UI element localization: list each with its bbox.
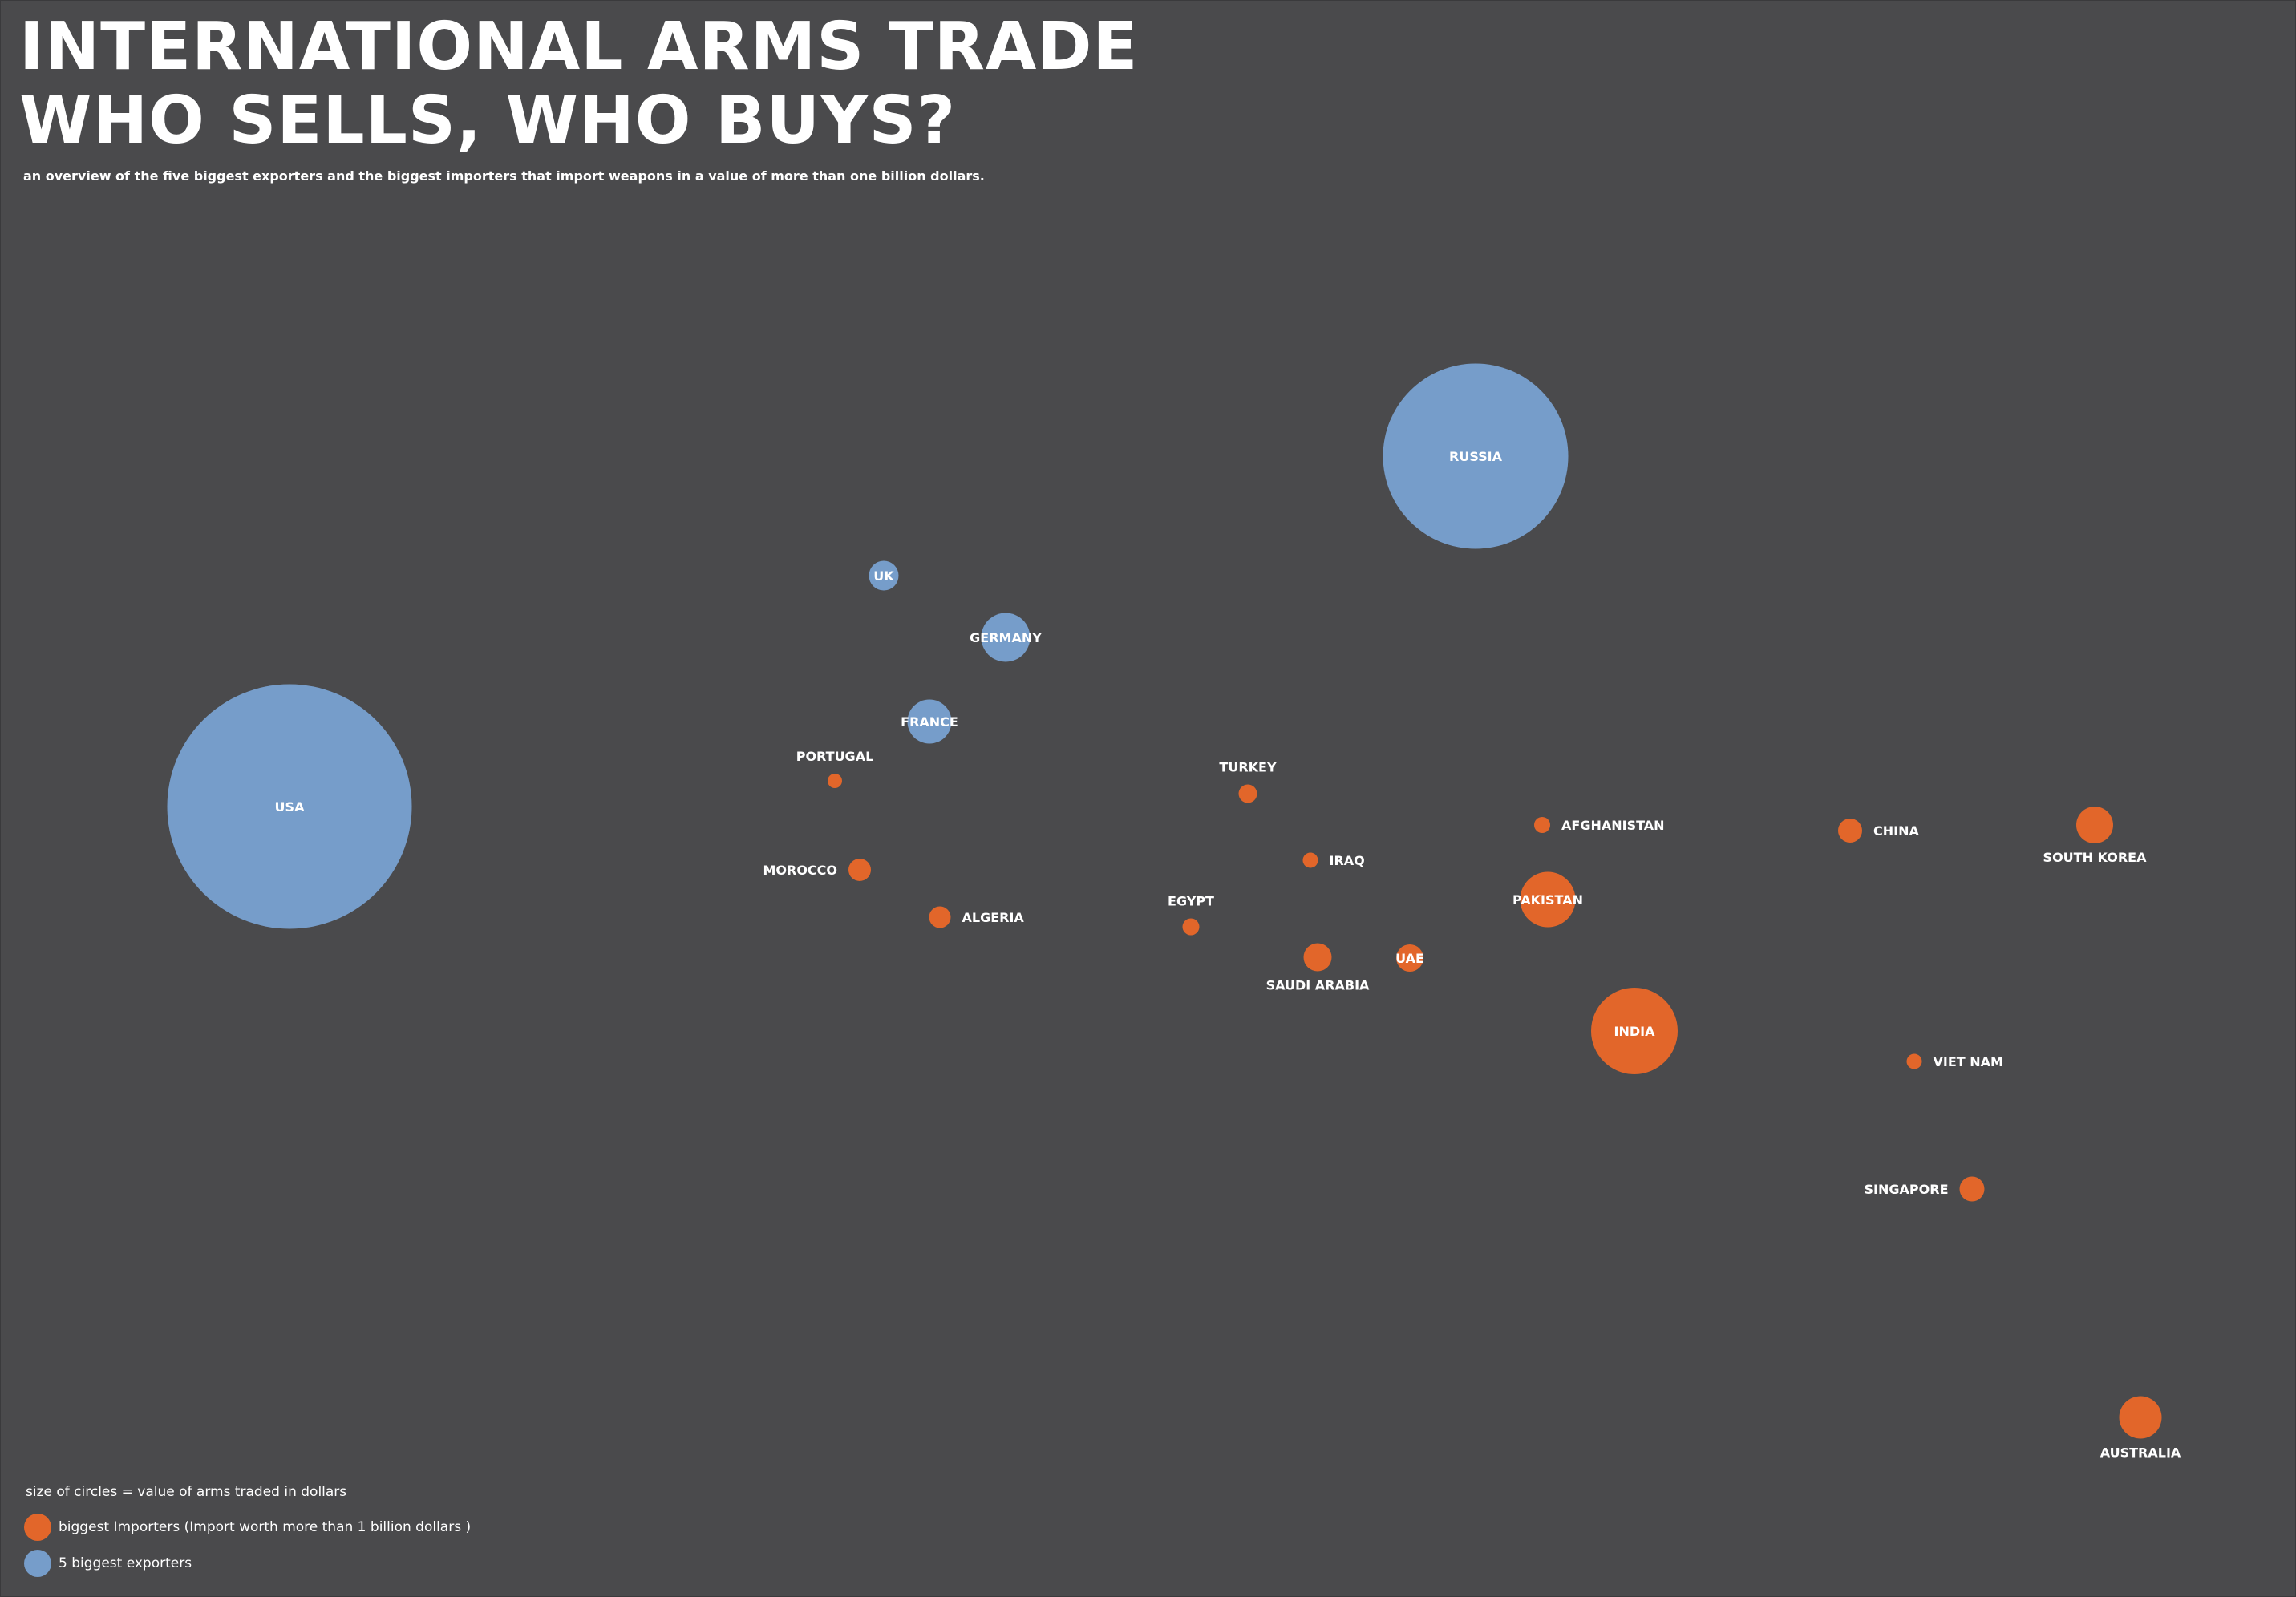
bubble-australia	[2119, 1396, 2162, 1439]
legend-importer-swatch	[24, 1514, 51, 1541]
bubble-label-australia: AUSTRALIA	[2100, 1445, 2181, 1461]
bubble-france	[907, 699, 952, 744]
bubble-uk	[869, 560, 899, 591]
bubble-label-turkey: TURKEY	[1219, 760, 1277, 775]
bubble-usa	[167, 684, 412, 929]
bubble-label-uk: UK	[873, 568, 894, 584]
bubble-germany	[981, 613, 1031, 662]
bubble-label-algeria: ALGERIA	[962, 910, 1025, 925]
subtitle: an overview of the five biggest exporter…	[23, 168, 985, 184]
bubble-label-uae: UAE	[1395, 951, 1424, 966]
bubble-label-afghanistan: AFGHANISTAN	[1561, 818, 1665, 833]
bubble-portugal	[828, 774, 842, 788]
bubble-south-korea	[2076, 807, 2113, 843]
bubble-label-singapore: SINGAPORE	[1865, 1182, 1949, 1197]
legend-exporter-label: 5 biggest exporters	[59, 1555, 192, 1571]
bubble-label-viet-nam: VIET NAM	[1934, 1054, 2003, 1069]
bubble-label-pakistan: PAKISTAN	[1512, 892, 1583, 908]
bubble-label-germany: GERMANY	[970, 630, 1042, 645]
bubble-label-iraq: IRAQ	[1330, 853, 1365, 868]
bubble-india	[1591, 988, 1678, 1074]
bubble-china	[1838, 819, 1862, 843]
bubble-iraq	[1302, 852, 1318, 868]
bubble-uae	[1396, 944, 1423, 972]
bubble-label-india: INDIA	[1614, 1024, 1656, 1039]
legend-size-note: size of circles = value of arms traded i…	[26, 1484, 347, 1500]
bubble-label-south-korea: SOUTH KOREA	[2043, 850, 2148, 865]
bubble-label-egypt: EGYPT	[1168, 894, 1214, 909]
bubble-algeria	[929, 906, 951, 928]
bubble-turkey	[1238, 784, 1257, 803]
bubble-morocco	[848, 859, 871, 881]
bubble-label-russia: RUSSIA	[1449, 449, 1503, 464]
title-line-2: WHO SELLS, WHO BUYS?	[19, 83, 957, 159]
bubble-label-morocco: MOROCCO	[763, 863, 837, 878]
bubble-saudi-arabia	[1303, 943, 1332, 972]
bubble-label-france: FRANCE	[901, 714, 958, 730]
legend-importer-label: biggest Importers (Import worth more tha…	[59, 1519, 472, 1535]
legend-exporter-swatch	[24, 1550, 51, 1577]
bubble-afghanistan	[1534, 817, 1550, 833]
bubble-singapore	[1959, 1176, 1985, 1202]
title-line-1: INTERNATIONAL ARMS TRADE	[19, 9, 1139, 85]
bubble-viet-nam	[1906, 1053, 1922, 1069]
bubble-russia	[1383, 363, 1569, 549]
bubble-egypt	[1182, 918, 1200, 936]
bubble-label-saudi-arabia: SAUDI ARABIA	[1266, 978, 1370, 993]
bubble-label-usa: USA	[275, 799, 306, 815]
bubble-label-china: CHINA	[1873, 823, 1919, 839]
bubble-label-portugal: PORTUGAL	[796, 749, 874, 764]
bubble-pakistan	[1520, 871, 1576, 928]
